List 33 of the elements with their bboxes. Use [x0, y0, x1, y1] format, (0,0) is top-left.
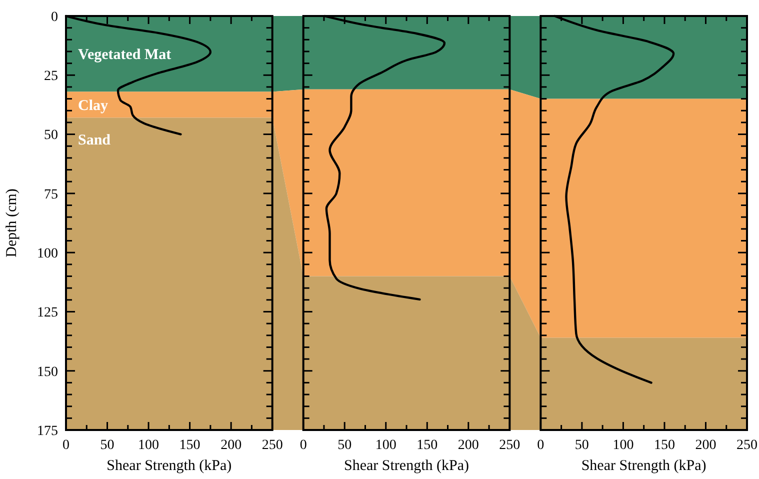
x-tick-label: 150: [416, 438, 438, 453]
x-tick-label: 50: [338, 438, 352, 453]
x-tick-label: 150: [179, 438, 200, 453]
x-tick-label: 200: [458, 438, 479, 453]
x-tick-label: 200: [220, 438, 242, 453]
x-tick-label: 100: [612, 438, 634, 453]
y-tick-label: 0: [51, 10, 58, 25]
x-tick-label: 100: [138, 438, 160, 453]
x-tick-label: 250: [736, 438, 758, 453]
band-label: Vegetated Mat: [78, 47, 172, 64]
x-tick-label: 50: [574, 438, 589, 453]
x-tick-label: 0: [300, 438, 307, 453]
x-tick-label: 200: [695, 438, 716, 453]
band-label: Clay: [78, 98, 108, 114]
x-axis-title: Shear Strength (kPa): [581, 458, 706, 474]
x-axis-title: Shear Strength (kPa): [344, 458, 469, 474]
y-tick-label: 175: [37, 424, 58, 439]
y-tick-label: 75: [44, 187, 58, 202]
x-tick-label: 250: [262, 438, 283, 453]
y-tick-label: 125: [37, 306, 58, 321]
x-tick-label: 100: [375, 438, 396, 453]
y-tick-label: 50: [44, 128, 58, 144]
y-tick-label: 100: [37, 246, 58, 262]
x-tick-label: 0: [62, 438, 70, 453]
x-tick-label: 50: [100, 438, 114, 453]
y-tick-label: 25: [44, 69, 58, 84]
x-axis-title: Shear Strength (kPa): [106, 458, 232, 474]
y-axis-title: Depth (cm): [4, 188, 20, 258]
y-tick-label: 150: [37, 364, 58, 380]
x-tick-label: 0: [537, 438, 544, 453]
band-label: Sand: [78, 132, 112, 148]
x-tick-label: 150: [654, 438, 675, 453]
x-tick-label: 250: [499, 438, 520, 453]
